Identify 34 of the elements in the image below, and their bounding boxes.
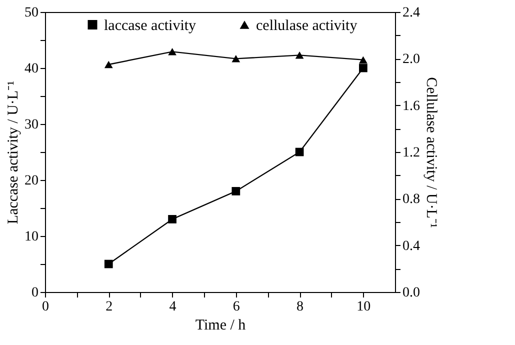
point bbox=[104, 60, 113, 68]
x-tick-label: 6 bbox=[232, 300, 240, 314]
x-tick-label: 8 bbox=[296, 300, 304, 314]
y-tick-label: 20 bbox=[24, 174, 38, 188]
y2-tick-label: 1.2 bbox=[402, 146, 420, 160]
y2-tick-label: 0.8 bbox=[402, 192, 420, 208]
x-tick-label: 2 bbox=[106, 300, 113, 314]
y2-tick-label: 1.6 bbox=[402, 98, 420, 114]
point bbox=[104, 260, 113, 268]
y2-tick-label: 0.4 bbox=[402, 238, 420, 254]
y-tick-label: 30 bbox=[24, 118, 38, 132]
y-tick-label: 40 bbox=[24, 62, 38, 76]
point bbox=[295, 148, 304, 156]
x-tick-label: 10 bbox=[356, 300, 371, 314]
point bbox=[359, 64, 368, 72]
y-tick-label: 10 bbox=[24, 230, 38, 244]
y2-tick-label: 2.4 bbox=[402, 6, 420, 20]
x-tick-label: 0 bbox=[42, 300, 49, 314]
y2-tick-label: 2.0 bbox=[402, 52, 420, 68]
point bbox=[168, 48, 176, 56]
y-axis-title: Laccase activity / U·L⁻¹ bbox=[6, 80, 22, 224]
x-axis-title: Time / h bbox=[195, 318, 246, 334]
point bbox=[232, 187, 240, 196]
y-tick-label: 0 bbox=[32, 286, 38, 300]
y2-tick-label: 0.0 bbox=[402, 286, 420, 300]
y-tick-label: 50 bbox=[24, 6, 38, 20]
point bbox=[359, 56, 368, 64]
x-tick-label: 4 bbox=[169, 300, 176, 314]
y2-axis-title: Cellulase activity / U·L⁻¹ bbox=[423, 77, 439, 228]
point bbox=[232, 55, 240, 62]
point bbox=[168, 215, 176, 224]
point bbox=[295, 52, 304, 59]
legend-label: cellulase activity bbox=[256, 18, 358, 34]
legend-label: laccase activity bbox=[104, 18, 197, 34]
